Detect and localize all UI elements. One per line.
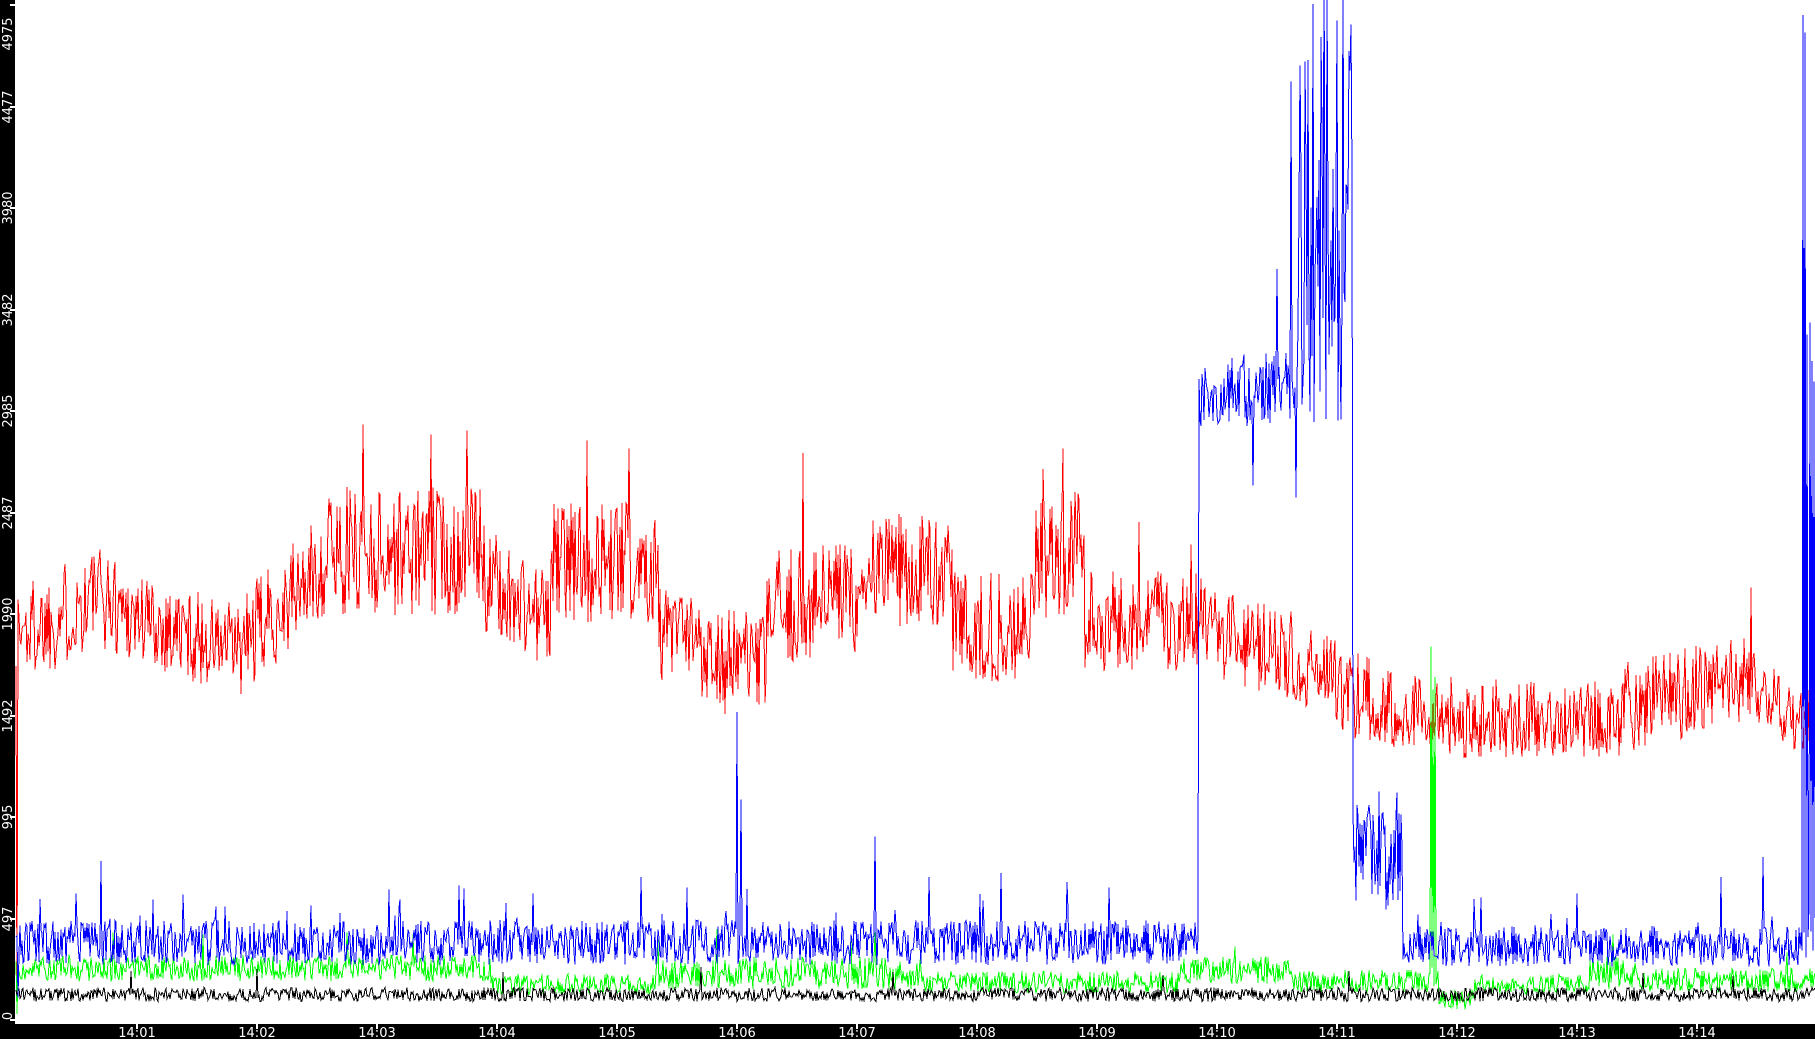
x-tick: [976, 1024, 978, 1029]
x-tick: [1336, 1024, 1338, 1029]
x-tick-label: 14:08: [958, 1026, 995, 1039]
series-line-black: [15, 966, 1815, 1004]
x-tick: [856, 1024, 858, 1029]
x-tick-label: 14:14: [1678, 1026, 1715, 1039]
y-tick: [10, 1019, 15, 1021]
x-tick-label: 14:07: [838, 1026, 875, 1039]
y-axis-bar: [0, 0, 15, 1039]
y-tick-label: 4975: [1, 17, 16, 50]
y-tick-label: 3482: [1, 293, 16, 326]
y-tick-label: 1492: [1, 699, 16, 732]
series-line-blue: [15, 0, 1815, 998]
y-tick-label: 0: [1, 1012, 16, 1020]
y-tick-label: 1990: [1, 597, 16, 630]
series-line-red: [15, 424, 1815, 1014]
x-tick-label: 14:05: [598, 1026, 635, 1039]
y-tick: [10, 106, 15, 108]
series-line-green: [15, 646, 1815, 1014]
y-tick-label: 497: [1, 907, 16, 932]
y-tick: [10, 816, 15, 818]
y-tick: [10, 613, 15, 615]
x-tick: [736, 1024, 738, 1029]
x-tick: [376, 1024, 378, 1029]
y-tick: [10, 512, 15, 514]
y-tick-label: 995: [1, 805, 16, 830]
x-tick-label: 14:03: [358, 1026, 395, 1039]
y-tick: [10, 918, 15, 920]
x-tick: [496, 1024, 498, 1029]
x-tick: [136, 1024, 138, 1029]
x-tick-label: 14:04: [478, 1026, 515, 1039]
x-tick-label: 14:12: [1438, 1026, 1475, 1039]
x-tick-label: 14:01: [118, 1026, 155, 1039]
x-axis-bar: [0, 1024, 1815, 1039]
y-tick: [10, 207, 15, 209]
x-tick: [1696, 1024, 1698, 1029]
x-tick: [1216, 1024, 1218, 1029]
x-tick: [256, 1024, 258, 1029]
x-tick-label: 14:13: [1558, 1026, 1595, 1039]
y-tick: [10, 4, 15, 6]
x-tick-label: 14:09: [1078, 1026, 1115, 1039]
x-tick-label: 14:02: [238, 1026, 275, 1039]
x-tick-label: 14:11: [1318, 1026, 1355, 1039]
x-tick: [616, 1024, 618, 1029]
y-tick-label: 2487: [1, 496, 16, 529]
y-tick-label: 2985: [1, 394, 16, 427]
y-tick: [10, 309, 15, 311]
x-tick: [1576, 1024, 1578, 1029]
x-tick: [1096, 1024, 1098, 1029]
x-tick-label: 14:10: [1198, 1026, 1235, 1039]
y-tick-label: 4477: [1, 90, 16, 123]
y-tick: [10, 715, 15, 717]
x-tick-label: 14:06: [718, 1026, 755, 1039]
x-tick: [1456, 1024, 1458, 1029]
y-tick-label: 3980: [1, 191, 16, 224]
y-tick: [10, 410, 15, 412]
